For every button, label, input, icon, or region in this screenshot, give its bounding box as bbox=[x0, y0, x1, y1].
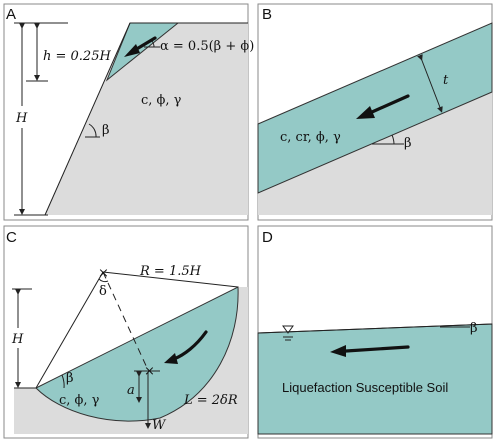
panel-a-H-label: H bbox=[15, 111, 28, 126]
panel-a-movement-arrowhead bbox=[124, 44, 140, 57]
panel-c-radius-centroid bbox=[102, 271, 149, 371]
panel-c-sliding-mass bbox=[35, 286, 239, 422]
panel-d-soil-label: Liquefaction Susceptible Soil bbox=[282, 380, 448, 395]
panel-c-radius-right bbox=[102, 271, 239, 288]
panel-c-R-label: R = 1.5H bbox=[139, 264, 202, 279]
panel-a-ground bbox=[45, 23, 248, 215]
panel-a-props-label: c, ϕ, γ bbox=[141, 93, 182, 108]
panel-d-water-table-icon bbox=[282, 325, 294, 334]
panel-c-delta-arc bbox=[98, 278, 109, 283]
panel-c-rotation-arrow bbox=[172, 330, 208, 361]
panel-a-movement-arrow bbox=[133, 36, 157, 52]
panel-c-H-label: H bbox=[11, 332, 24, 347]
panel-a-beta-label: β bbox=[102, 123, 110, 138]
panel-c-radius-left bbox=[35, 271, 104, 389]
panel-d-movement-arrow bbox=[344, 345, 410, 353]
panel-b-props-label: c, cr, ϕ, γ bbox=[280, 130, 341, 145]
panel-c-beta-label: β bbox=[66, 371, 74, 386]
panel-a: A h = 0.25H H α = 0.5(β + ϕ) c, ϕ, γ β bbox=[3, 3, 254, 221]
panel-a-h-label: h = 0.25H bbox=[43, 49, 111, 64]
panel-a-letter: A bbox=[6, 6, 16, 23]
panel-d: D β Liquefaction Susceptible Soil bbox=[257, 225, 493, 439]
panel-c-L-label: L = 2δR bbox=[183, 393, 238, 408]
panel-a-slope-face bbox=[44, 22, 131, 216]
panel-d-ground-surface bbox=[257, 323, 493, 334]
panel-c-beta-arc bbox=[61, 374, 65, 389]
panel-c-a-label: a bbox=[127, 383, 135, 398]
panel-b: B t c, cr, ϕ, γ β bbox=[257, 3, 493, 221]
panel-d-soil-layer bbox=[257, 323, 493, 435]
panel-b-letter: B bbox=[262, 6, 272, 23]
panel-a-beta-arc bbox=[88, 123, 97, 138]
panel-d-beta-label: β bbox=[470, 321, 478, 336]
panel-d-movement-arrowhead bbox=[330, 345, 346, 357]
panel-c-delta-label: δ bbox=[99, 284, 107, 299]
panel-c: × × C R = 1.5H δ H β c, ϕ, γ a L = 2δR W bbox=[3, 225, 249, 439]
panel-c-center-mark: × bbox=[98, 266, 109, 281]
panel-c-W-label: W bbox=[152, 418, 167, 433]
panel-c-rotation-arrowhead bbox=[164, 353, 178, 364]
panel-b-t-dimension bbox=[417, 54, 443, 113]
panel-a-alpha-label: α = 0.5(β + ϕ) bbox=[160, 39, 254, 54]
panel-d-letter: D bbox=[262, 229, 273, 246]
panel-c-letter: C bbox=[6, 229, 17, 246]
panel-b-beta-label: β bbox=[404, 136, 412, 151]
panel-b-beta-arc bbox=[391, 134, 395, 145]
panel-b-t-label: t bbox=[443, 73, 449, 88]
panel-b-movement-arrowhead bbox=[356, 106, 375, 119]
panel-c-props-label: c, ϕ, γ bbox=[59, 393, 100, 408]
panel-b-movement-arrow bbox=[370, 94, 410, 114]
panel-b-ground bbox=[258, 92, 492, 215]
